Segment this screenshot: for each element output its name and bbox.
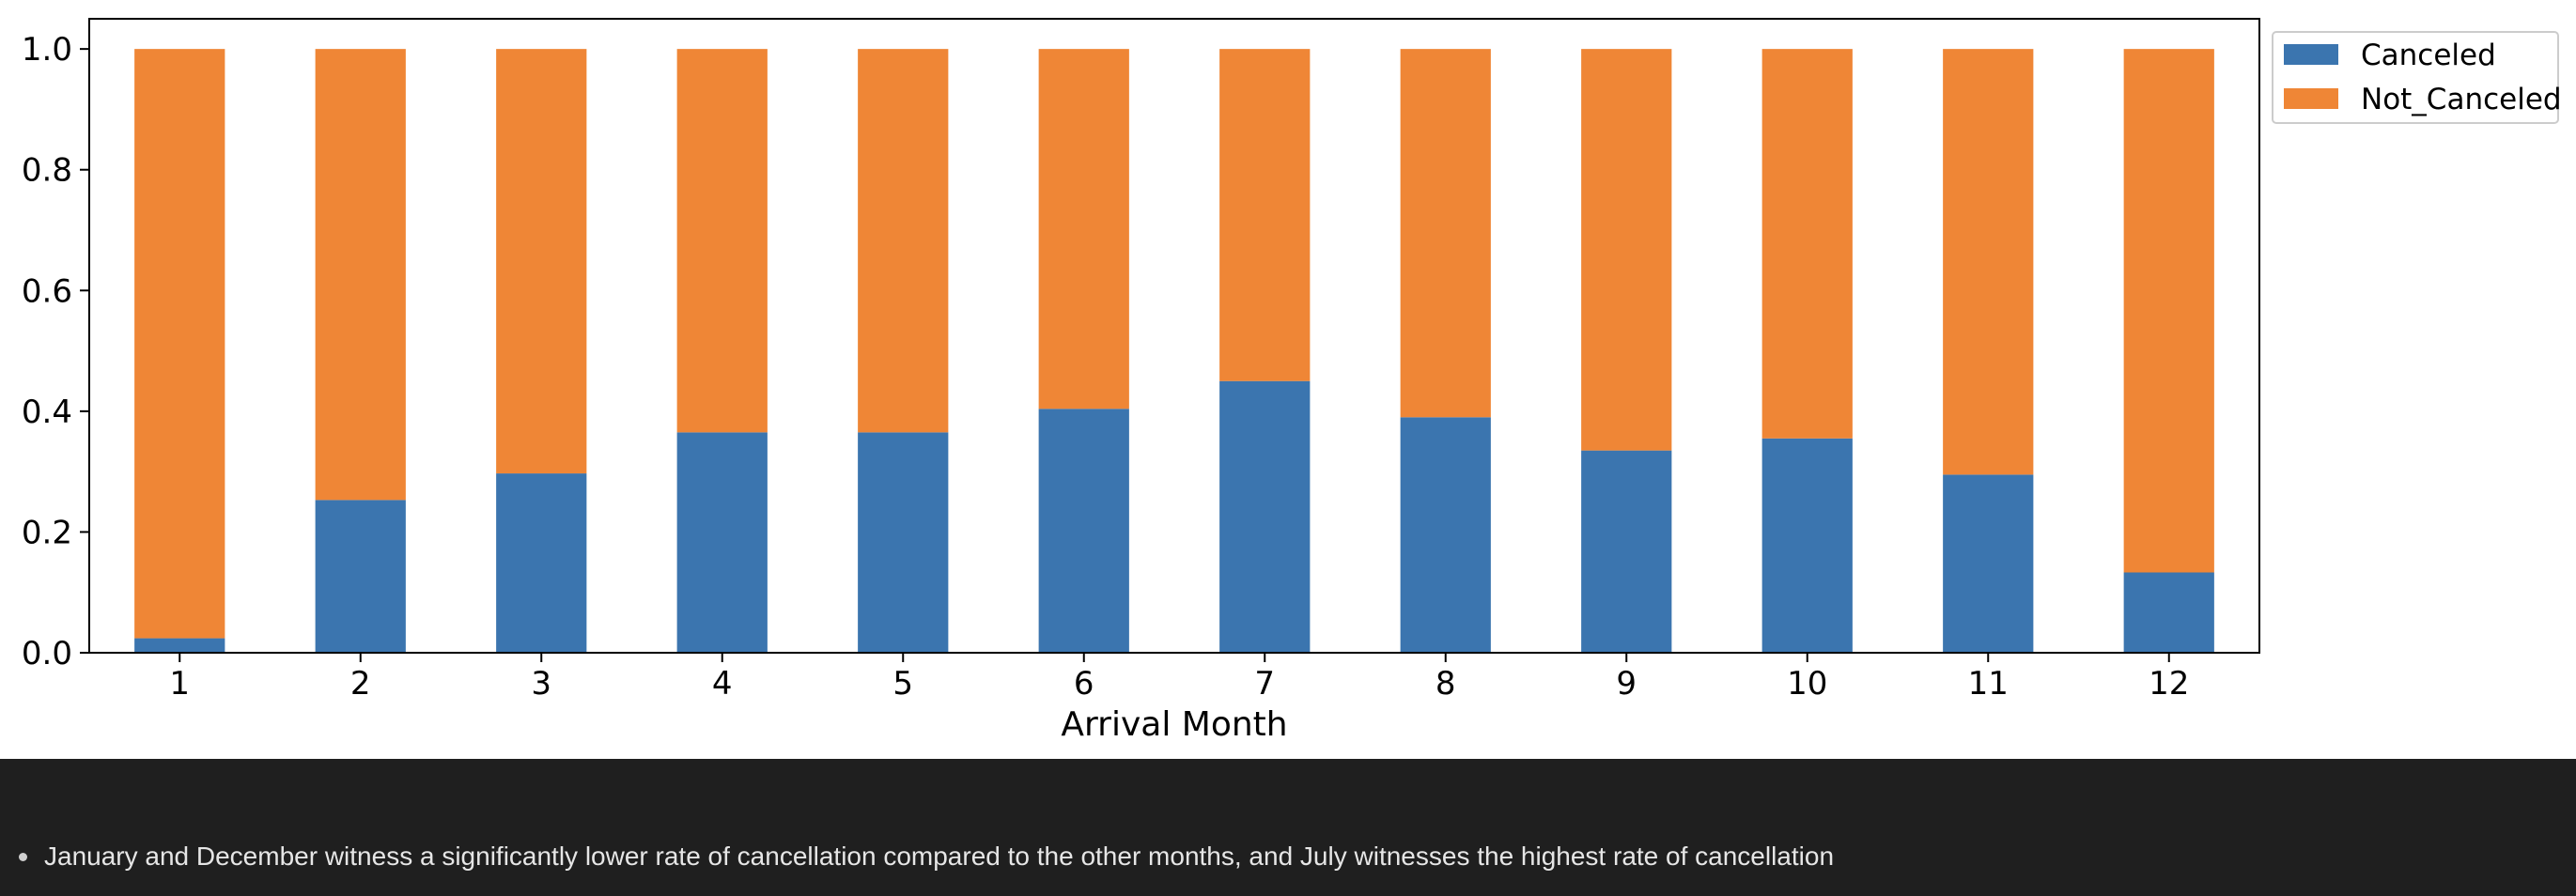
y-tick-label: 1.0	[22, 31, 72, 69]
x-tick-label: 4	[712, 665, 733, 703]
bar-not-canceled-11	[1943, 49, 2034, 475]
x-tick-label: 10	[1787, 665, 1827, 703]
bars-layer	[134, 49, 2214, 653]
bar-not-canceled-12	[2123, 49, 2214, 573]
stacked-bar-chart: 0.00.20.40.60.81.0 1 2 3 4 5 6 7 8 9 10 11 12 Arriv…	[22, 18, 2562, 744]
x-tick-label: 5	[892, 665, 913, 703]
plot-frame	[88, 18, 2260, 654]
x-axis: 1 2 3 4 5 6 7 8 9 10 11 12	[169, 653, 2189, 703]
legend-swatch-canceled	[2284, 44, 2338, 65]
legend-swatch-not-canceled	[2284, 88, 2338, 109]
bar-canceled-10	[1761, 438, 1853, 653]
y-tick-label: 0.8	[22, 152, 72, 190]
y-tick-label: 0.6	[22, 272, 72, 310]
bar-canceled-5	[858, 432, 949, 653]
bar-not-canceled-1	[134, 49, 225, 639]
x-tick-label: 11	[1968, 665, 2009, 703]
y-tick-label: 0.2	[22, 514, 72, 551]
bar-canceled-9	[1581, 450, 1672, 653]
x-tick-label: 9	[1616, 665, 1637, 703]
bar-canceled-8	[1400, 417, 1491, 653]
x-tick-label: 1	[169, 665, 190, 703]
bar-not-canceled-7	[1219, 49, 1311, 381]
legend-label-not-canceled: Not_Canceled	[2361, 83, 2562, 116]
bullet-icon	[19, 852, 27, 861]
y-tick-label: 0.0	[22, 635, 72, 672]
x-tick-label: 12	[2149, 665, 2189, 703]
bar-not-canceled-9	[1581, 49, 1672, 451]
x-tick-label: 8	[1435, 665, 1456, 703]
x-tick-label: 2	[350, 665, 371, 703]
legend-label-canceled: Canceled	[2361, 39, 2496, 72]
bar-canceled-7	[1219, 380, 1311, 653]
x-tick-label: 6	[1074, 665, 1094, 703]
bar-canceled-6	[1038, 409, 1129, 653]
notes-section: January and December witness a significa…	[0, 759, 2576, 896]
note-list-item: January and December witness a significa…	[19, 842, 1834, 872]
bar-canceled-12	[2123, 572, 2214, 653]
bar-not-canceled-4	[676, 49, 768, 433]
chart-panel: 0.0 0.2 0.4 0.6 0.8 1.0 1 2 3 4 5 6 7 8 9 10 11 12 Arriv…	[0, 0, 2576, 759]
bar-canceled-1	[134, 638, 225, 653]
bar-not-canceled-10	[1761, 49, 1853, 439]
bar-canceled-11	[1943, 474, 2034, 653]
bar-not-canceled-2	[315, 49, 406, 501]
bar-not-canceled-8	[1400, 49, 1491, 418]
bar-canceled-4	[676, 432, 768, 653]
y-axis: 0.0 0.2 0.4 0.6 0.8 1.0	[22, 31, 89, 672]
note-text: January and December witness a significa…	[44, 842, 1835, 871]
x-tick-label: 7	[1254, 665, 1275, 703]
x-axis-label: Arrival Month	[1061, 705, 1287, 744]
bar-not-canceled-3	[496, 49, 587, 474]
x-tick-label: 3	[531, 665, 551, 703]
bar-not-canceled-5	[858, 49, 949, 433]
legend-frame	[2272, 31, 2559, 124]
bar-not-canceled-6	[1038, 49, 1129, 409]
y-tick-label: 0.4	[22, 394, 72, 431]
bar-canceled-2	[315, 500, 406, 653]
bar-canceled-3	[496, 473, 587, 653]
legend: Canceled Not_Canceled	[2272, 31, 2562, 124]
